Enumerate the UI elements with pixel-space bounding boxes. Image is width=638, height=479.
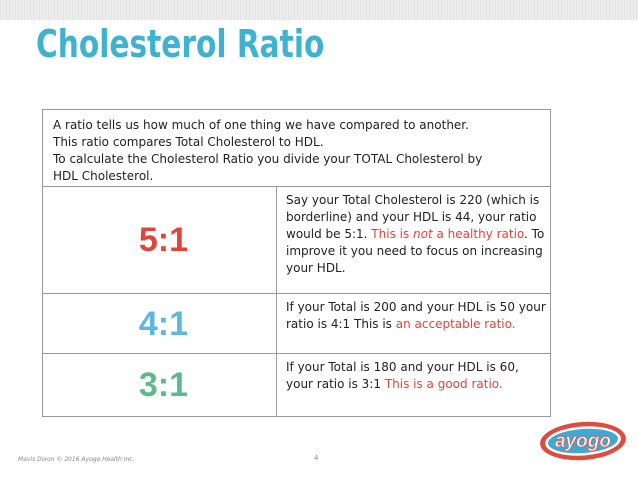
explanation-text: If your Total is 200 and your HDL is 50 … — [286, 300, 546, 331]
ratio-cell: 3:1 — [43, 354, 277, 416]
intro-line: This ratio compares Total Cholesterol to… — [53, 135, 324, 149]
top-decorative-band — [0, 0, 638, 20]
ratio-value: 5:1 — [138, 221, 188, 259]
intro-line: HDL Cholesterol. — [53, 169, 154, 183]
highlight-text: a healthy ratio — [432, 227, 525, 241]
explanation-cell: Say your Total Cholesterol is 220 (which… — [286, 192, 548, 277]
explanation-cell: If your Total is 200 and your HDL is 50 … — [286, 299, 548, 333]
logo-text: ayogo — [555, 431, 611, 452]
highlight-emphasis: not — [413, 227, 433, 241]
ratio-table: A ratio tells us how much of one thing w… — [42, 109, 551, 417]
intro-cell: A ratio tells us how much of one thing w… — [43, 110, 550, 187]
explanation-text: Say your Total Cholesterol is 220 (which… — [286, 193, 540, 241]
ratio-cell: 5:1 — [43, 187, 277, 293]
explanation-text: . To improve it you need to focus on inc… — [286, 227, 545, 275]
slide-title: Cholesterol Ratio — [36, 22, 325, 66]
footer-copyright: Mavis Dixon © 2016 Ayogo Health Inc. — [18, 456, 135, 463]
highlight-text: an acceptable ratio. — [395, 317, 516, 331]
explanation-text: If your Total is 180 and your HDL is 60,… — [286, 360, 519, 391]
ratio-cell: 4:1 — [43, 294, 277, 353]
table-row: 5:1 Say your Total Cholesterol is 220 (w… — [43, 187, 550, 294]
ratio-value: 3:1 — [138, 366, 188, 404]
page-number: 4 — [314, 454, 319, 462]
table-row: 4:1 If your Total is 200 and your HDL is… — [43, 294, 550, 354]
table-row: 3:1 If your Total is 180 and your HDL is… — [43, 354, 550, 416]
explanation-cell: If your Total is 180 and your HDL is 60,… — [286, 359, 548, 393]
intro-line: A ratio tells us how much of one thing w… — [53, 118, 469, 132]
highlight-text: This is a good ratio. — [384, 377, 503, 391]
ayogo-logo: ayogo — [540, 421, 626, 461]
highlight-text: This is — [371, 227, 414, 241]
ratio-value: 4:1 — [138, 305, 188, 343]
intro-line: To calculate the Cholesterol Ratio you d… — [53, 152, 483, 166]
